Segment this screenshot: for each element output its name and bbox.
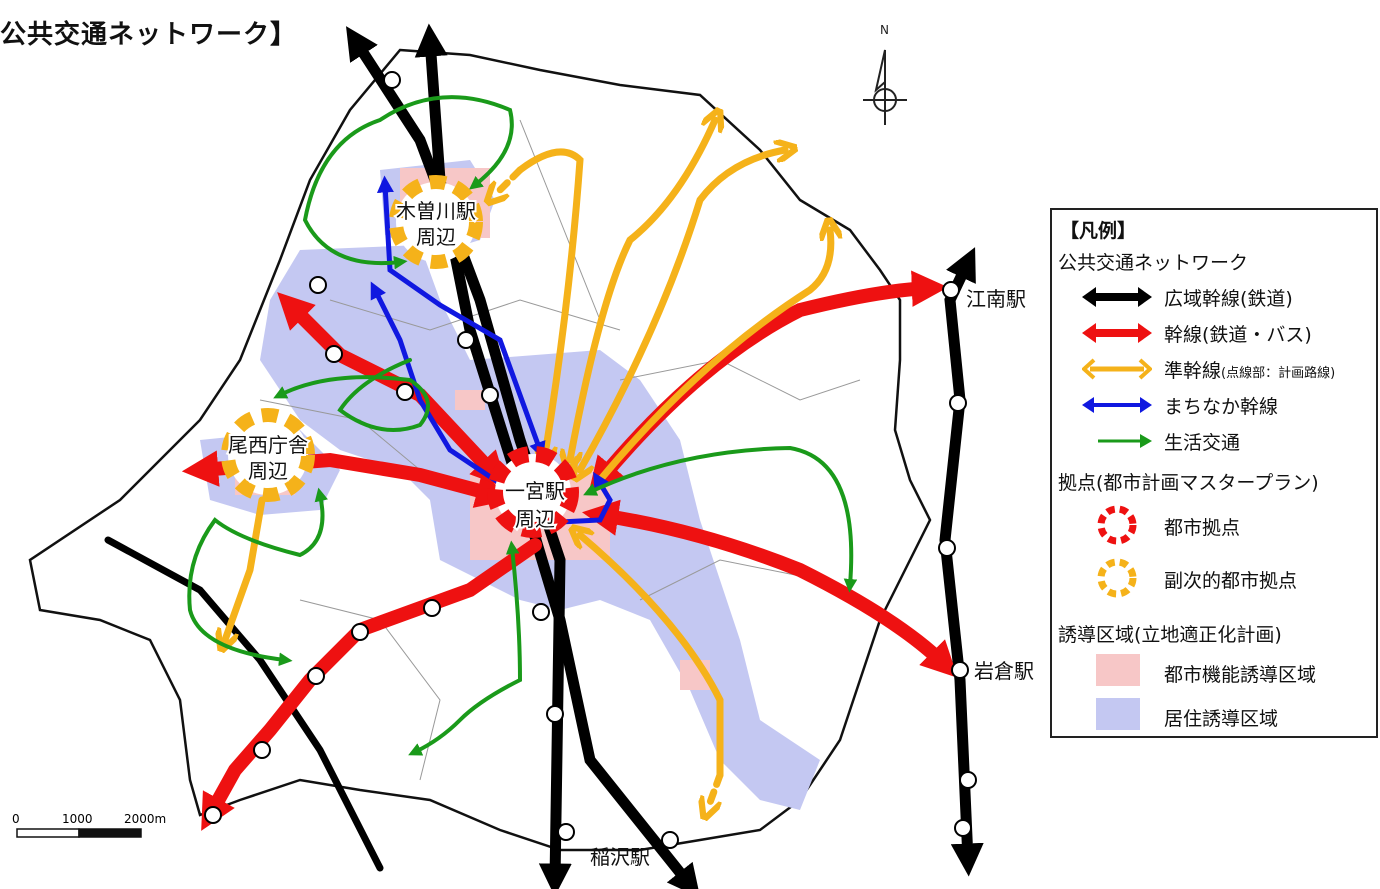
local-transit-lines	[187, 95, 858, 756]
hub-label-bisai-1: 尾西庁舎	[228, 433, 308, 457]
hub-label-ichinomiya-1: 一宮駅	[505, 479, 565, 503]
sub-hub-kisogawa	[389, 175, 483, 269]
legend-blue-arrow-icon	[1082, 397, 1152, 413]
station-label-konan: 江南駅	[966, 287, 1026, 311]
hub-label-ichinomiya-2: 周辺	[515, 507, 555, 531]
north-arrow	[863, 49, 907, 125]
legend-city-hub-icon	[1097, 505, 1137, 545]
legend-black-arrow-icon	[1082, 287, 1152, 307]
sub-hub-bisai	[221, 408, 315, 502]
scale-label-0: 0	[12, 812, 20, 826]
legend-line-label-0: 広域幹線(鉄道)	[1164, 288, 1293, 310]
legend-zone-label-1: 居住誘導区域	[1164, 708, 1279, 730]
legend-hub-label-0: 都市拠点	[1164, 517, 1241, 539]
station-dots	[204, 71, 977, 849]
map-legend: 【凡例】 公共交通ネットワーク 広域幹線(鉄道) 幹線(鉄道・バス) 準幹線(点…	[1050, 208, 1378, 738]
legend-line-label-2-text: 準幹線	[1164, 360, 1222, 382]
north-label: N	[880, 23, 889, 37]
scale-label-1000: 1000	[62, 812, 93, 826]
map-title: 公共交通ネットワーク】	[0, 20, 298, 50]
legend-orange-arrow-icon	[1082, 358, 1152, 380]
legend-zone-title: 誘導区域(立地適正化計画)	[1058, 624, 1282, 646]
hub-label-kisogawa-2: 周辺	[416, 225, 456, 249]
city-hub-ichinomiya	[487, 446, 579, 538]
legend-heading: 【凡例】	[1060, 220, 1137, 242]
legend-line-label-1: 幹線(鉄道・バス)	[1164, 324, 1312, 346]
legend-residential-zone-swatch	[1096, 698, 1140, 730]
legend-red-arrow-icon	[1082, 323, 1152, 343]
legend-hub-label-1: 副次的都市拠点	[1164, 570, 1298, 592]
hub-label-kisogawa-1: 木曽川駅	[396, 199, 476, 223]
legend-line-note-2: (点線部：計画路線)	[1221, 366, 1336, 381]
legend-line-label-2: 準幹線(点線部：計画路線)	[1164, 356, 1335, 383]
legend-zone-label-0: 都市機能誘導区域	[1164, 664, 1317, 686]
legend-network-title: 公共交通ネットワーク	[1058, 252, 1249, 274]
hub-label-bisai-2: 周辺	[248, 459, 288, 483]
scale-label-2000: 2000m	[124, 812, 166, 826]
station-label-inazawa: 稲沢駅	[590, 845, 650, 869]
station-label-iwakura: 岩倉駅	[974, 659, 1034, 683]
legend-sub-hub-icon	[1097, 558, 1137, 598]
legend-line-label-4: 生活交通	[1164, 432, 1241, 454]
legend-line-label-3: まちなか幹線	[1164, 396, 1279, 418]
scale-bar: 0 1000 2000m	[12, 812, 166, 838]
legend-hub-title: 拠点(都市計画マスタープラン)	[1058, 472, 1319, 494]
legend-green-arrow-icon	[1098, 434, 1152, 448]
legend-urban-zone-swatch	[1096, 654, 1140, 686]
